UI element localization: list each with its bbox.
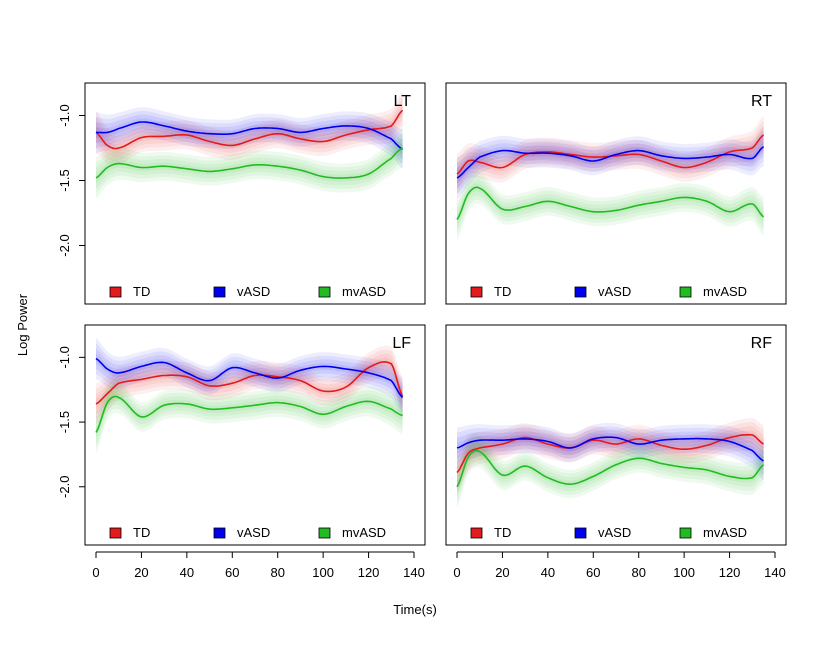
line-vasd [456, 436, 764, 462]
y-tick-label: -1.5 [57, 411, 72, 433]
x-tick-label: 40 [180, 565, 194, 580]
y-tick-label: -1.0 [57, 104, 72, 126]
legend-item-mvasd: mvASD [679, 284, 747, 299]
legend-item-vasd: vASD [574, 284, 631, 299]
legend-item-td: TD [109, 525, 150, 540]
x-tick-label: 80 [270, 565, 284, 580]
y-tick-label: -1.0 [57, 346, 72, 368]
y-axis: -2.0 -1.5 -1.0 [57, 104, 86, 257]
legend-swatch [318, 527, 331, 539]
legend-swatch [109, 527, 122, 539]
x-tick-label: 0 [92, 565, 99, 580]
legend-item-mvasd: mvASD [318, 284, 386, 299]
line-td [456, 433, 764, 474]
legend-item-mvasd: mvASD [679, 525, 747, 540]
legend-label: mvASD [342, 525, 386, 540]
panel-frame [445, 324, 787, 546]
legend-item-vasd: vASD [574, 525, 631, 540]
y-tick-label: -2.0 [57, 234, 72, 256]
y-axis-title: Log Power [15, 293, 30, 356]
x-tick-label: 120 [358, 565, 380, 580]
x-axis-title: Time(s) [393, 602, 437, 617]
line-mvasd [456, 186, 765, 220]
legend-swatch [574, 286, 587, 298]
legend-swatch [679, 286, 692, 298]
legend-item-td: TD [109, 284, 150, 299]
line-mvasd [95, 395, 403, 433]
legend-label: TD [494, 284, 511, 299]
legend-item-mvasd: mvASD [318, 525, 386, 540]
line-mvasd [456, 449, 765, 488]
band-mvasd [96, 128, 403, 199]
legend-label: vASD [237, 525, 270, 540]
panel-lt: LT TD vASD mvASD -2.0 -1.5 -1.0 [57, 82, 426, 305]
line-td [95, 109, 404, 150]
legend-item-vasd: vASD [213, 284, 270, 299]
line-td [456, 134, 765, 175]
y-tick-label: -2.0 [57, 476, 72, 498]
line-vasd [95, 357, 404, 399]
x-tick-label: 20 [134, 565, 148, 580]
legend-label: mvASD [703, 525, 747, 540]
x-tick-label: 120 [719, 565, 741, 580]
panel-frame [445, 82, 787, 305]
legend-label: mvASD [703, 284, 747, 299]
legend-swatch [679, 527, 692, 539]
line-vasd [96, 121, 403, 151]
y-tick-label: -1.5 [57, 169, 72, 191]
x-axis: 0 20 40 60 80 100 120 140 [453, 551, 786, 580]
line-vasd [456, 146, 765, 179]
legend-item-td: TD [470, 284, 511, 299]
x-tick-label: 60 [225, 565, 239, 580]
line-td [95, 360, 404, 405]
panel-rt: RT TD vASD mvASD [445, 82, 787, 305]
legend-label: TD [494, 525, 511, 540]
legend-label: mvASD [342, 284, 386, 299]
legend-label: vASD [237, 284, 270, 299]
plot-area [95, 337, 404, 454]
x-tick-label: 100 [673, 565, 695, 580]
x-tick-label: 80 [631, 565, 645, 580]
x-tick-label: 100 [312, 565, 334, 580]
legend-label: TD [133, 525, 150, 540]
band-vasd [457, 127, 764, 199]
legend-swatch [213, 286, 226, 298]
legend-swatch [109, 286, 122, 298]
line-mvasd [95, 147, 403, 179]
panel-lf: LF TD vASD mvASD -2.0 -1.5 -1.0 0 20 40 60 80 100 120… [57, 324, 426, 580]
legend-label: vASD [598, 525, 631, 540]
legend-swatch [470, 286, 483, 298]
x-tick-label: 140 [764, 565, 786, 580]
legend-swatch [574, 527, 587, 539]
legend-swatch [213, 527, 226, 539]
legend-item-td: TD [470, 525, 511, 540]
x-axis: 0 20 40 60 80 100 120 140 [92, 551, 425, 580]
legend-item-vasd: vASD [213, 525, 270, 540]
band-mvasd [457, 434, 764, 508]
legend-label: TD [133, 284, 150, 299]
x-tick-label: 60 [586, 565, 600, 580]
x-tick-label: 140 [403, 565, 425, 580]
x-tick-label: 40 [541, 565, 555, 580]
x-tick-label: 20 [495, 565, 509, 580]
panel-label: LF [392, 335, 411, 352]
plot-area [456, 115, 765, 241]
x-tick-label: 0 [453, 565, 460, 580]
plot-area [456, 418, 765, 508]
legend-swatch [470, 527, 483, 539]
panel-label: RT [751, 93, 772, 110]
y-axis: -2.0 -1.5 -1.0 [57, 346, 86, 498]
plot-area [95, 90, 404, 199]
legend-swatch [318, 286, 331, 298]
panel-label: LT [394, 93, 412, 110]
legend-label: vASD [598, 284, 631, 299]
panel-label: RF [751, 335, 773, 352]
panel-rf: RF TD vASD mvASD 0 20 40 60 80 100 120 140 [445, 324, 787, 580]
band-mvasd [457, 170, 764, 241]
